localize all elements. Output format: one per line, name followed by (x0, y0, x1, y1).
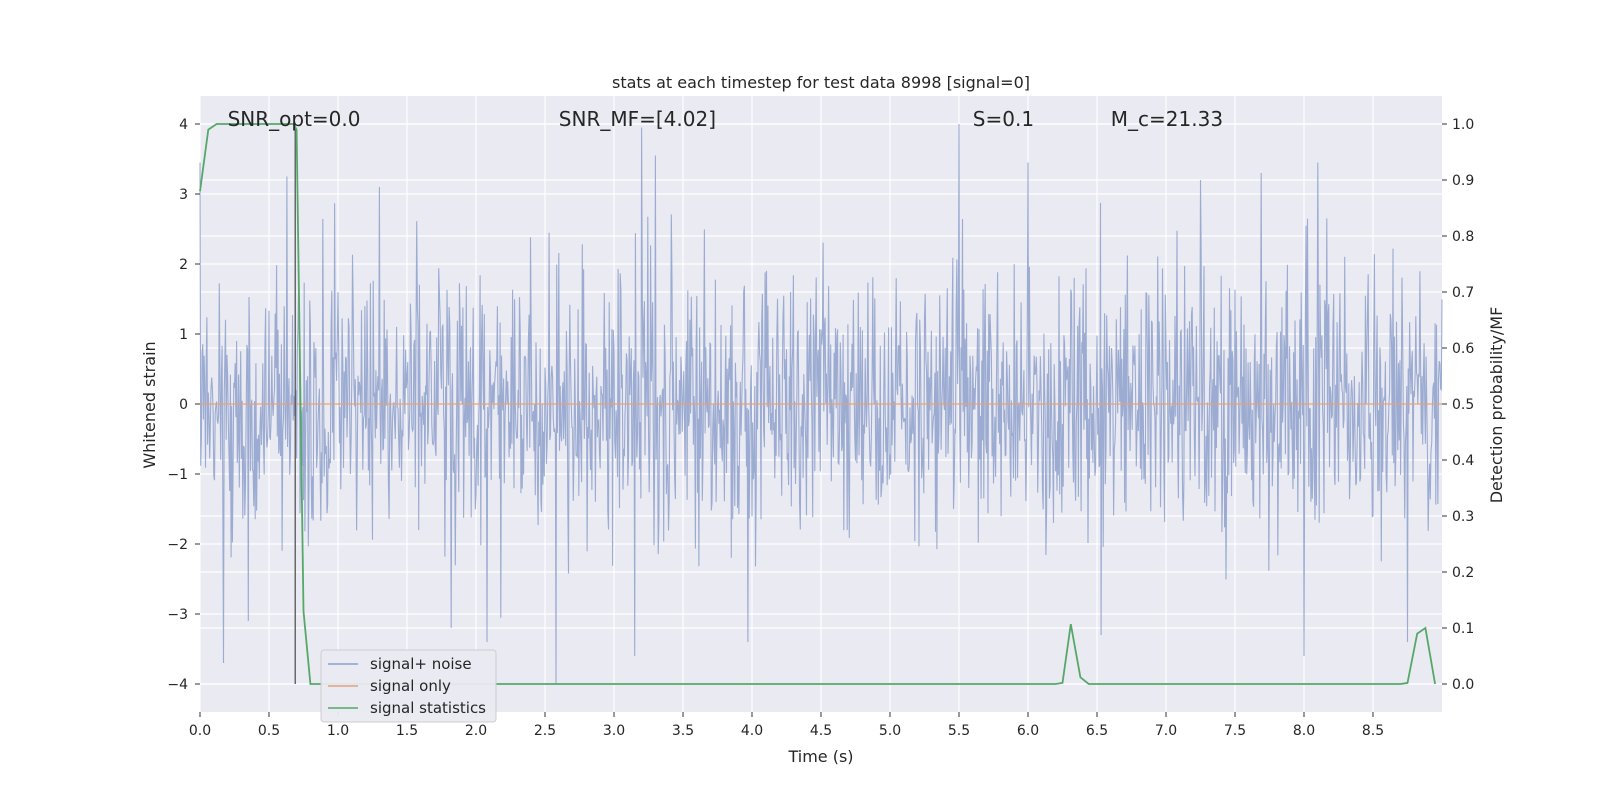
y-tick-label-right: 0.0 (1452, 677, 1474, 693)
x-tick-label: 3.0 (603, 723, 625, 739)
y-tick-label-left: 3 (179, 187, 188, 203)
x-tick-label: 2.0 (465, 723, 487, 739)
x-tick-label: 3.5 (672, 723, 694, 739)
y-tick-label-left: 0 (179, 397, 188, 413)
x-tick-label: 4.0 (741, 723, 763, 739)
x-axis-label: Time (s) (787, 747, 853, 766)
y-tick-label-left: 1 (179, 327, 188, 343)
legend-label-signal-statistics: signal statistics (370, 699, 486, 717)
x-tick-label: 7.0 (1155, 723, 1177, 739)
y-tick-label-right: 0.1 (1452, 621, 1474, 637)
y-tick-label-right: 0.5 (1452, 397, 1474, 413)
x-tick-label: 8.0 (1293, 723, 1315, 739)
x-tick-label: 8.5 (1362, 723, 1384, 739)
x-tick-label: 1.0 (327, 723, 349, 739)
y-tick-label-left: 4 (179, 117, 188, 133)
series-signal-plus-noise (199, 123, 1443, 685)
y-tick-label-left: −1 (167, 467, 188, 483)
y-tick-label-right: 0.3 (1452, 509, 1474, 525)
legend-label-signal-plus-noise: signal+ noise (370, 655, 472, 673)
x-tick-label: 0.5 (258, 723, 280, 739)
x-tick-label: 5.5 (948, 723, 970, 739)
y-axis-label-left: Whitened strain (140, 341, 159, 468)
x-tick-label: 6.0 (1017, 723, 1039, 739)
noise-line (199, 123, 1443, 685)
y-tick-label-right: 0.7 (1452, 285, 1474, 301)
legend-label-signal-only: signal only (370, 677, 451, 695)
y-tick-label-right: 1.0 (1452, 117, 1474, 133)
y-tick-label-right: 0.8 (1452, 229, 1474, 245)
annotations: SNR_opt=0.0 SNR_MF=[4.02] S=0.1 M_c=21.33 (228, 107, 1223, 131)
axis-ticks: 0.0 0.5 1.0 1.5 2.0 2.5 3.0 3.5 4.0 4.5 5.0 5.5 6.0 6… (167, 117, 1474, 739)
y-axis-label-right: Detection probability/MF (1487, 307, 1506, 504)
x-tick-label: 1.5 (396, 723, 418, 739)
y-tick-label-right: 0.6 (1452, 341, 1474, 357)
x-tick-label: 6.5 (1086, 723, 1108, 739)
chart-title: stats at each timestep for test data 899… (612, 73, 1030, 92)
legend: signal+ noise signal only signal statist… (320, 649, 497, 723)
x-tick-label: 7.5 (1224, 723, 1246, 739)
y-tick-label-right: 0.2 (1452, 565, 1474, 581)
y-tick-label-right: 0.4 (1452, 453, 1474, 469)
x-tick-label: 4.5 (810, 723, 832, 739)
y-tick-label-right: 0.9 (1452, 173, 1474, 189)
x-tick-label: 0.0 (189, 723, 211, 739)
annotation-label: S=0.1 (973, 107, 1034, 131)
x-tick-label: 5.0 (879, 723, 901, 739)
y-tick-label-left: 2 (179, 257, 188, 273)
y-tick-label-left: −3 (167, 607, 188, 623)
signal-statistics-line (199, 123, 1436, 685)
annotation-label: M_c=21.33 (1111, 107, 1223, 131)
annotation-label: SNR_MF=[4.02] (559, 107, 716, 131)
annotation-label: SNR_opt=0.0 (228, 107, 361, 131)
y-tick-label-left: −4 (167, 677, 188, 693)
series-signal-statistics (199, 123, 1436, 685)
y-tick-label-left: −2 (167, 537, 188, 553)
x-tick-label: 2.5 (534, 723, 556, 739)
